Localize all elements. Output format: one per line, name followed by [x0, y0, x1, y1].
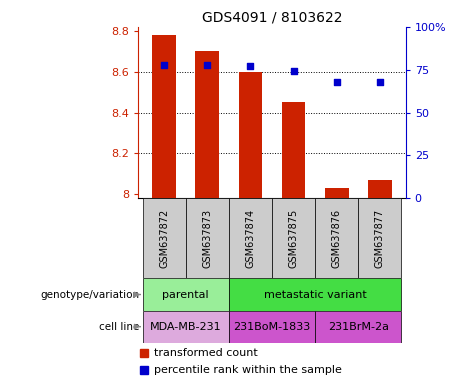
Text: GSM637872: GSM637872 [159, 209, 169, 268]
Text: GSM637873: GSM637873 [202, 209, 213, 268]
Point [290, 68, 297, 74]
Bar [229, 278, 402, 311]
Bar [186, 198, 229, 278]
Bar [368, 180, 392, 198]
Point [247, 63, 254, 70]
Title: GDS4091 / 8103622: GDS4091 / 8103622 [202, 10, 342, 24]
Point [376, 79, 384, 85]
Text: parental: parental [162, 290, 209, 300]
Point [204, 61, 211, 68]
Text: cell line: cell line [99, 322, 139, 332]
Bar [315, 311, 402, 343]
Text: MDA-MB-231: MDA-MB-231 [150, 322, 222, 332]
Bar [282, 102, 306, 198]
Text: genotype/variation: genotype/variation [40, 290, 139, 300]
Bar [229, 311, 315, 343]
Bar [195, 51, 219, 198]
Text: 231BoM-1833: 231BoM-1833 [233, 322, 311, 332]
Text: GSM637876: GSM637876 [331, 209, 342, 268]
Bar [272, 198, 315, 278]
Bar [325, 188, 349, 198]
Bar [239, 72, 262, 198]
Point [333, 79, 340, 85]
Text: transformed count: transformed count [154, 348, 258, 358]
Text: metastatic variant: metastatic variant [264, 290, 366, 300]
Bar [152, 35, 176, 198]
Bar [358, 198, 402, 278]
Text: 231BrM-2a: 231BrM-2a [328, 322, 389, 332]
Text: GSM637877: GSM637877 [375, 209, 385, 268]
Bar [142, 311, 229, 343]
Text: GSM637874: GSM637874 [245, 209, 255, 268]
Bar [142, 278, 229, 311]
Bar [315, 198, 358, 278]
Bar [142, 198, 186, 278]
Point [160, 61, 168, 68]
Text: percentile rank within the sample: percentile rank within the sample [154, 365, 342, 375]
Text: GSM637875: GSM637875 [289, 209, 299, 268]
Bar [229, 198, 272, 278]
